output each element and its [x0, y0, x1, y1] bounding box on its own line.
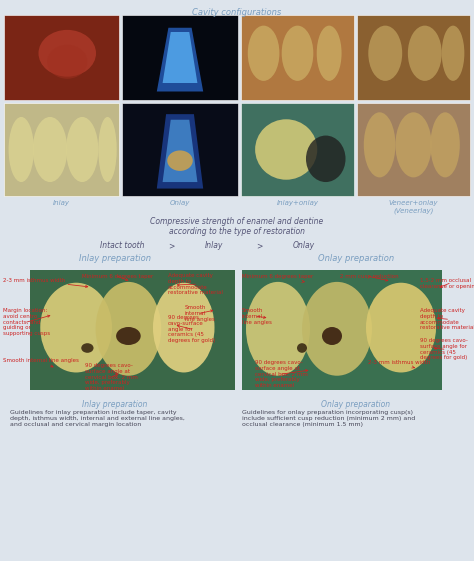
Ellipse shape: [248, 26, 279, 81]
Bar: [122, 103, 238, 196]
Text: 90 degrees cavo-
surface angle for
ceramics (45
degrees for gold): 90 degrees cavo- surface angle for ceram…: [420, 338, 468, 360]
Ellipse shape: [9, 117, 34, 182]
Ellipse shape: [153, 283, 215, 373]
Text: Intact tooth: Intact tooth: [100, 241, 145, 250]
Ellipse shape: [98, 117, 117, 182]
Text: Margin location:
avoid centro
contacts, and
guiding or
supporting cusps: Margin location: avoid centro contacts, …: [3, 308, 50, 336]
Text: Cavity configurations: Cavity configurations: [192, 8, 282, 17]
Polygon shape: [163, 32, 197, 83]
Text: Onlay preparation: Onlay preparation: [321, 400, 391, 409]
Bar: [122, 15, 238, 100]
Text: Minimum 6 degrees taper: Minimum 6 degrees taper: [242, 274, 313, 283]
Ellipse shape: [33, 117, 67, 182]
Ellipse shape: [96, 282, 161, 376]
Polygon shape: [157, 27, 203, 91]
Text: 2 mm cusp reduction: 2 mm cusp reduction: [340, 274, 399, 281]
Text: >: >: [256, 241, 263, 250]
Text: Compressive strength of enamel and dentine
according to the type of restoration: Compressive strength of enamel and denti…: [150, 217, 324, 236]
Bar: [4, 15, 119, 100]
Bar: [357, 103, 470, 196]
Text: Onlay: Onlay: [293, 241, 315, 250]
Bar: [242, 270, 442, 390]
Bar: [30, 270, 235, 390]
Text: Guidelines for onlay preparation incorporating cusp(s)
include sufficient cusp r: Guidelines for onlay preparation incorpo…: [242, 410, 415, 426]
Text: Inlay preparation: Inlay preparation: [82, 400, 148, 409]
Text: Onlay preparation: Onlay preparation: [318, 254, 394, 263]
Ellipse shape: [246, 282, 310, 376]
Text: Inlay: Inlay: [53, 200, 70, 206]
Text: 1.5-2 mm occlusal
clearance or opening: 1.5-2 mm occlusal clearance or opening: [420, 278, 474, 289]
Bar: [241, 15, 354, 100]
Text: Inlay preparation: Inlay preparation: [79, 254, 151, 263]
Text: Smooth
internal
line angles: Smooth internal line angles: [185, 305, 215, 321]
Text: 90 degrees
cavo-surface
angle for
ceramics (45
degrees for gold): 90 degrees cavo-surface angle for cerami…: [168, 315, 215, 343]
Text: Smooth internal line angles: Smooth internal line angles: [3, 358, 79, 367]
Text: 2-3 mm isthmus width: 2-3 mm isthmus width: [368, 360, 430, 368]
Text: 90 degrees cavo-
surface angle at
cervical box, 2 mm
wide, preferably
within ena: 90 degrees cavo- surface angle at cervic…: [85, 363, 138, 391]
Ellipse shape: [297, 343, 307, 353]
Ellipse shape: [38, 30, 96, 77]
Text: Inlay: Inlay: [205, 241, 223, 250]
Text: Guidelines for inlay preparation include taper, cavity
depth, isthmus width, int: Guidelines for inlay preparation include…: [10, 410, 185, 426]
Text: Smooth
internal
line angles: Smooth internal line angles: [242, 308, 272, 325]
Ellipse shape: [116, 327, 141, 345]
Text: Adequate cavity
depth to
accommodate
restorative material: Adequate cavity depth to accommodate res…: [168, 273, 223, 296]
Bar: [4, 103, 119, 196]
Ellipse shape: [255, 119, 317, 180]
Text: Veneer+onlay
(Veneerlay): Veneer+onlay (Veneerlay): [389, 200, 438, 214]
Ellipse shape: [302, 282, 372, 376]
Ellipse shape: [322, 327, 342, 345]
Ellipse shape: [282, 26, 313, 81]
Ellipse shape: [81, 343, 93, 353]
Bar: [241, 103, 354, 196]
Ellipse shape: [47, 45, 87, 79]
Ellipse shape: [430, 112, 460, 177]
Ellipse shape: [364, 112, 395, 177]
Text: Adequate cavity
depth to
accommodate
restorative material: Adequate cavity depth to accommodate res…: [420, 308, 474, 330]
Ellipse shape: [395, 112, 432, 177]
Polygon shape: [157, 114, 203, 188]
Ellipse shape: [306, 136, 346, 182]
Text: Inlay+onlay: Inlay+onlay: [276, 200, 319, 206]
Ellipse shape: [66, 117, 98, 182]
Text: Minimum 6 degrees taper: Minimum 6 degrees taper: [82, 274, 153, 280]
Bar: [357, 15, 470, 100]
Text: 2-3 mm isthmus width: 2-3 mm isthmus width: [3, 278, 88, 288]
Ellipse shape: [408, 26, 442, 81]
Polygon shape: [163, 119, 197, 182]
Ellipse shape: [442, 26, 465, 81]
Text: Onlay: Onlay: [170, 200, 190, 206]
Text: 90 degrees cavo-
surface angle at
cervical box, 2 mm
wide, preferably
within ena: 90 degrees cavo- surface angle at cervic…: [255, 360, 308, 388]
Ellipse shape: [167, 150, 193, 171]
Ellipse shape: [366, 283, 436, 373]
Ellipse shape: [40, 283, 112, 373]
Ellipse shape: [317, 26, 342, 81]
Bar: [241, 103, 354, 196]
Ellipse shape: [368, 26, 402, 81]
Text: >: >: [168, 241, 174, 250]
